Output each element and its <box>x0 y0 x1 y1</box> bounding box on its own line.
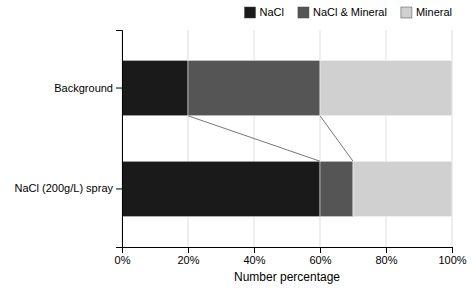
x-tick-mark <box>254 247 255 253</box>
y-tick-label: NaCl (200g/L) spray <box>15 182 114 194</box>
plot-area: 0% 20% 40% 60% 80% 100% Background NaCl (200g/L… <box>15 30 467 266</box>
x-tick-label: 0% <box>115 254 131 266</box>
series <box>122 60 320 216</box>
connector-line <box>188 116 320 161</box>
x-tick-label: 100% <box>438 254 466 266</box>
x-tick-label: 60% <box>309 254 331 266</box>
y-tick-label: Background <box>54 82 113 94</box>
x-tick: 0% <box>115 247 131 266</box>
bar <box>353 161 452 217</box>
y-axis-line <box>116 31 123 248</box>
series <box>320 60 452 216</box>
x-tick-mark <box>452 247 453 253</box>
x-tick: 40% <box>243 247 265 266</box>
x-axis-line <box>123 248 453 254</box>
y-tick-mark <box>116 88 122 89</box>
legend-swatch <box>245 7 256 18</box>
x-tick-label: 80% <box>375 254 397 266</box>
legend-item: Mineral <box>401 6 452 18</box>
x-tick-mark <box>188 247 189 253</box>
legend-item: NaCl <box>245 6 284 18</box>
chart: 0% 20% 40% 60% 80% 100% Background NaCl (200g/L… <box>0 0 474 289</box>
x-axis: 0% 20% 40% 60% 80% 100% <box>115 247 467 266</box>
legend: NaCl NaCl & Mineral Mineral <box>245 6 453 18</box>
connectors <box>188 116 353 161</box>
x-tick-label: 20% <box>177 254 199 266</box>
y-tick: NaCl (200g/L) spray <box>15 182 122 194</box>
y-axis: Background NaCl (200g/L) spray <box>15 31 123 248</box>
x-tick: 100% <box>438 247 466 266</box>
bar <box>122 161 320 217</box>
x-tick-label: 40% <box>243 254 265 266</box>
x-tick: 20% <box>177 247 199 266</box>
bars <box>122 60 452 216</box>
legend-label: NaCl <box>260 6 284 18</box>
y-tick: Background <box>54 82 122 94</box>
y-tick-mark <box>116 188 122 189</box>
bar <box>320 60 452 116</box>
x-axis-title: Number percentage <box>234 270 340 284</box>
bar <box>188 60 320 116</box>
legend-label: Mineral <box>416 6 452 18</box>
bar <box>122 60 188 116</box>
connector-line <box>320 116 353 161</box>
legend-label: NaCl & Mineral <box>313 6 387 18</box>
legend-swatch <box>298 7 309 18</box>
grid <box>122 30 452 247</box>
x-tick-mark <box>320 247 321 253</box>
bar <box>320 161 353 217</box>
x-tick: 60% <box>309 247 331 266</box>
x-tick: 80% <box>375 247 397 266</box>
legend-item: NaCl & Mineral <box>298 6 387 18</box>
legend-swatch <box>401 7 412 18</box>
x-tick-mark <box>386 247 387 253</box>
